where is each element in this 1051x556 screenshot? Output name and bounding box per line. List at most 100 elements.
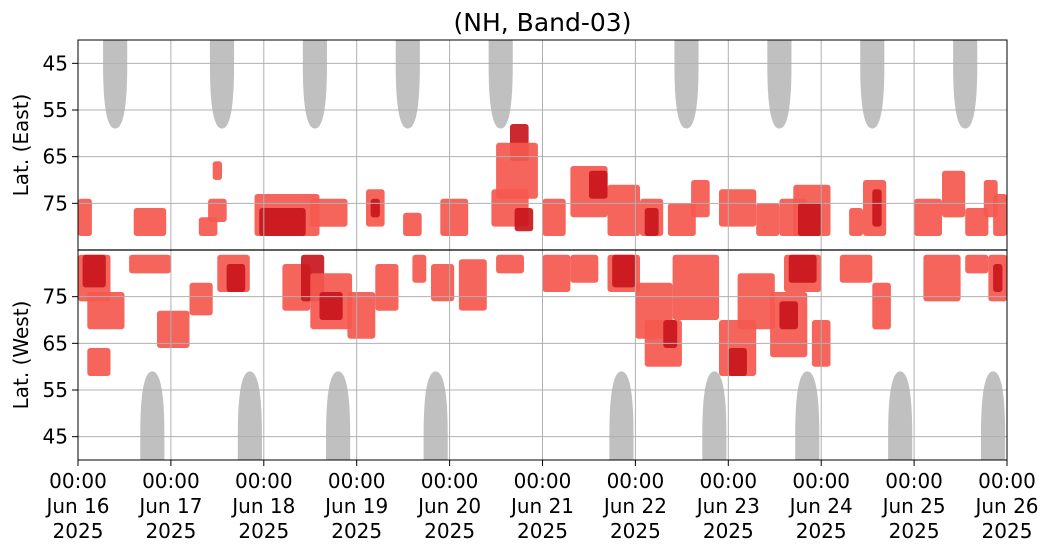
activity-cell-west: [728, 348, 747, 376]
activity-cell-east: [667, 203, 696, 236]
y-tick-label-east: 55: [43, 98, 68, 122]
x-tick-label: 2025: [53, 519, 104, 543]
chart-title: (NH, Band-03): [454, 8, 632, 37]
y-axis-label-east: Lat. (East): [9, 94, 33, 197]
x-tick-label: Jun 18: [230, 494, 295, 518]
activity-cell-east: [914, 198, 942, 236]
x-tick-label: 00:00: [885, 469, 943, 493]
daylight-lobe-east: [488, 40, 513, 129]
activity-cell-west: [87, 348, 111, 376]
activity-cell-east: [208, 198, 227, 222]
activity-cell-west: [612, 254, 636, 288]
activity-cell-east: [542, 198, 566, 236]
x-tick-label: 00:00: [792, 469, 850, 493]
activity-cell-west: [226, 264, 246, 292]
x-tick-label: 00:00: [699, 469, 757, 493]
activity-cell-west: [375, 264, 399, 311]
activity-cell-east: [370, 198, 380, 218]
daylight-lobe-east: [302, 40, 327, 129]
x-tick-label: 00:00: [235, 469, 293, 493]
x-tick-label: Jun 23: [695, 494, 760, 518]
y-tick-label-west: 55: [43, 378, 68, 402]
activity-cell-west: [319, 292, 343, 320]
daylight-lobe-west: [609, 371, 634, 460]
y-axis-label-west: Lat. (West): [9, 301, 33, 410]
activity-cell-east: [589, 170, 608, 199]
x-tick-label: 00:00: [328, 469, 386, 493]
daylight-lobe-east: [860, 40, 885, 129]
daylight-lobe-east: [953, 40, 978, 129]
x-tick-label: Jun 20: [416, 494, 481, 518]
x-tick-label: Jun 21: [509, 494, 574, 518]
activity-cell-east: [607, 184, 640, 236]
x-tick-label: 2025: [610, 519, 661, 543]
activity-cell-east: [756, 203, 780, 236]
y-axis-ticks: 45 55 65 75 75 65 55 45: [43, 51, 78, 449]
activity-cell-west: [458, 259, 487, 311]
x-tick-label: 00:00: [421, 469, 479, 493]
activity-cell-west: [87, 292, 125, 330]
activity-cell-west: [993, 264, 1003, 292]
activity-cell-east: [514, 208, 534, 232]
activity-cell-east: [310, 198, 348, 227]
activity-cell-east: [719, 189, 757, 227]
daylight-lobe-west: [980, 371, 1006, 460]
activity-cell-west: [570, 254, 599, 283]
activity-cell-west: [496, 254, 524, 274]
activity-cell-west: [129, 254, 171, 274]
activity-cell-west: [347, 292, 376, 339]
x-tick-label: 00:00: [49, 469, 107, 493]
x-tick-label: 2025: [238, 519, 289, 543]
y-tick-label-east: 65: [43, 145, 68, 169]
activity-cell-east: [849, 208, 863, 236]
activity-cell-east: [496, 142, 538, 199]
activity-cell-west: [672, 254, 720, 320]
activity-cell-east: [872, 189, 882, 227]
daylight-lobe-east: [767, 40, 792, 129]
x-tick-label: Jun 17: [137, 494, 202, 518]
activity-cell-west: [189, 282, 213, 316]
x-tick-label: 00:00: [142, 469, 200, 493]
x-tick-label: Jun 22: [602, 494, 667, 518]
x-tick-label: 2025: [145, 519, 196, 543]
activity-cell-west: [872, 282, 891, 330]
x-tick-label: 2025: [889, 519, 940, 543]
daylight-lobe-west: [795, 371, 820, 460]
activity-cell-east: [691, 180, 710, 218]
x-tick-label: Jun 19: [323, 494, 388, 518]
activity-cell-west: [788, 254, 817, 283]
x-tick-label: 2025: [424, 519, 475, 543]
x-tick-label: Jun 25: [881, 494, 946, 518]
activity-cell-east: [259, 208, 306, 236]
activity-cell-west: [737, 273, 775, 330]
daylight-lobe-west: [423, 371, 448, 460]
x-tick-label: Jun 26: [973, 494, 1038, 518]
activity-cell-east: [133, 208, 167, 236]
activity-cell-east: [942, 170, 966, 218]
x-tick-label: 2025: [331, 519, 382, 543]
x-tick-label: 2025: [982, 519, 1033, 543]
activity-cell-east: [798, 203, 822, 236]
activity-cell-west: [839, 254, 873, 283]
daylight-regions: [103, 40, 1006, 460]
x-tick-label: 00:00: [978, 469, 1036, 493]
x-tick-label: Jun 16: [44, 494, 109, 518]
activity-cell-east: [212, 161, 222, 180]
activity-cell-west: [157, 310, 190, 348]
daylight-lobe-west: [888, 371, 913, 460]
x-tick-label: 00:00: [607, 469, 665, 493]
activity-cell-west: [663, 320, 678, 348]
y-tick-label-west: 75: [43, 285, 68, 309]
x-tick-label: 2025: [703, 519, 754, 543]
y-tick-label-west: 65: [43, 331, 68, 355]
daylight-lobe-east: [103, 40, 128, 129]
activity-cell-west: [965, 254, 989, 274]
activity-cell-west: [779, 301, 798, 330]
daylight-lobe-west: [702, 371, 727, 460]
daylight-lobe-east: [209, 40, 235, 129]
activity-cell-east: [644, 208, 659, 236]
x-tick-label: Jun 24: [788, 494, 853, 518]
